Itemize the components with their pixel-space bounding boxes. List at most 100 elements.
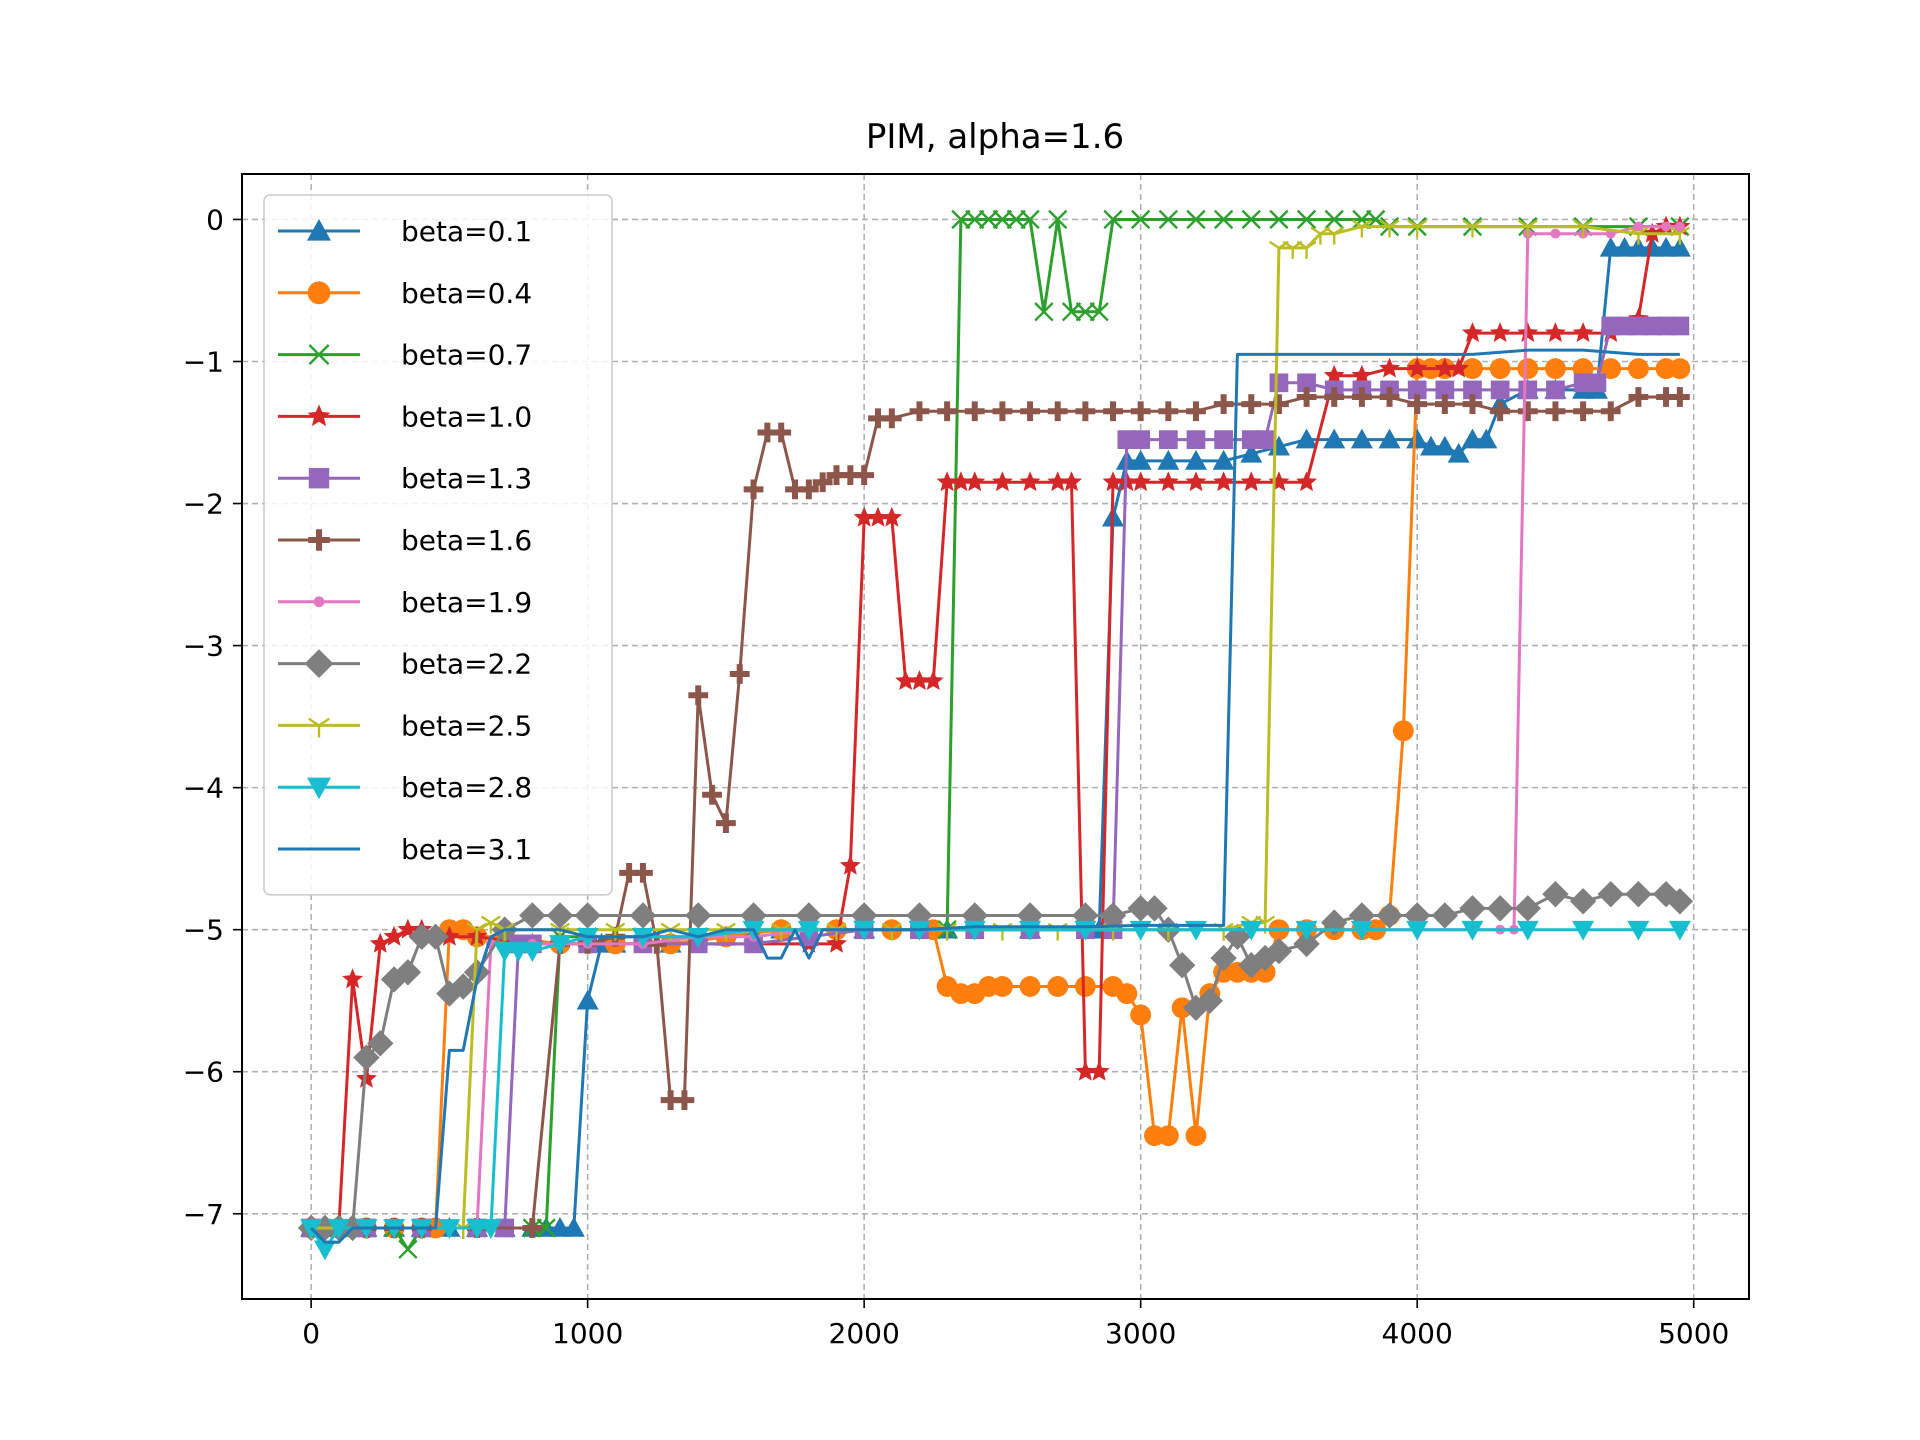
series-line bbox=[310, 348, 1680, 1244]
data-point-marker bbox=[1213, 394, 1234, 415]
data-point-marker bbox=[1545, 322, 1566, 342]
legend-label: beta=3.1 bbox=[401, 833, 532, 866]
x-tick-label: 1000 bbox=[552, 1317, 623, 1350]
data-point-marker bbox=[1048, 209, 1068, 230]
data-point-marker bbox=[1130, 1004, 1152, 1026]
data-point-marker bbox=[463, 959, 491, 986]
data-point-marker bbox=[1186, 209, 1206, 230]
data-point-marker bbox=[1376, 902, 1403, 929]
data-point-marker bbox=[507, 942, 530, 962]
data-point-marker bbox=[1448, 357, 1470, 378]
data-point-marker bbox=[1255, 915, 1276, 934]
data-point-marker bbox=[1324, 387, 1345, 407]
legend-item: beta=2.8 bbox=[278, 771, 532, 804]
data-point-marker bbox=[1129, 449, 1152, 470]
data-point-marker bbox=[307, 219, 331, 241]
data-point-marker bbox=[1435, 380, 1455, 400]
data-point-marker bbox=[991, 976, 1013, 997]
data-point-marker bbox=[1545, 401, 1566, 422]
data-point-marker bbox=[480, 915, 501, 934]
data-point-marker bbox=[964, 401, 985, 422]
data-point-marker bbox=[1625, 880, 1652, 908]
legend-item: beta=2.5 bbox=[278, 709, 532, 742]
data-point-marker bbox=[574, 902, 601, 929]
data-point-marker bbox=[1295, 920, 1318, 941]
data-point-marker bbox=[633, 862, 653, 883]
data-point-marker bbox=[1158, 401, 1179, 422]
data-point-marker bbox=[1674, 221, 1685, 232]
data-point-marker bbox=[521, 942, 544, 962]
data-point-marker bbox=[1102, 471, 1124, 492]
legend-item: beta=2.2 bbox=[278, 648, 532, 681]
data-point-marker bbox=[327, 1219, 350, 1239]
data-point-marker bbox=[1627, 358, 1649, 380]
legend-item: beta=1.9 bbox=[278, 586, 532, 619]
data-point-marker bbox=[1573, 219, 1594, 238]
data-point-marker bbox=[1516, 920, 1539, 941]
legend-item: beta=0.1 bbox=[278, 215, 532, 248]
data-point-marker bbox=[1627, 920, 1650, 941]
data-point-marker bbox=[729, 664, 750, 684]
data-point-marker bbox=[1462, 219, 1483, 238]
data-point-marker bbox=[1407, 219, 1428, 238]
data-point-marker bbox=[1350, 428, 1373, 449]
data-point-marker bbox=[522, 1218, 543, 1238]
data-point-marker bbox=[1406, 357, 1428, 378]
x-tick-label: 5000 bbox=[1658, 1317, 1729, 1350]
data-point-marker bbox=[1127, 895, 1154, 922]
data-point-marker bbox=[1379, 357, 1400, 378]
plot-frame bbox=[241, 173, 1750, 1300]
data-point-marker bbox=[1486, 895, 1514, 922]
series-beta=3.1 bbox=[310, 348, 1680, 1244]
data-point-marker bbox=[1514, 895, 1541, 922]
data-point-marker bbox=[1597, 880, 1624, 908]
data-point-marker bbox=[1130, 401, 1151, 422]
data-point-marker bbox=[881, 408, 902, 429]
data-point-marker bbox=[408, 923, 435, 950]
legend-label: beta=2.5 bbox=[401, 709, 532, 742]
data-point-marker bbox=[1613, 236, 1636, 257]
data-point-marker bbox=[1379, 387, 1400, 407]
data-point-marker bbox=[1489, 358, 1511, 380]
data-point-marker bbox=[853, 506, 875, 527]
legend-box bbox=[263, 194, 613, 896]
data-point-marker bbox=[1633, 221, 1644, 232]
y-tick-label: −6 bbox=[183, 1056, 224, 1089]
data-point-marker bbox=[964, 471, 986, 492]
data-point-marker bbox=[1669, 226, 1690, 245]
data-point-marker bbox=[1652, 880, 1680, 908]
data-point-marker bbox=[1296, 387, 1317, 407]
data-point-marker bbox=[1323, 364, 1345, 385]
data-point-marker bbox=[1379, 219, 1400, 238]
data-point-marker bbox=[1074, 976, 1096, 997]
data-point-marker bbox=[992, 401, 1013, 422]
data-point-marker bbox=[795, 902, 823, 929]
data-point-marker bbox=[1324, 226, 1345, 245]
y-tick-label: −5 bbox=[183, 914, 224, 947]
data-point-marker bbox=[1240, 920, 1263, 941]
data-point-marker bbox=[1462, 358, 1483, 380]
data-point-marker bbox=[1241, 209, 1261, 230]
data-point-marker bbox=[1669, 387, 1690, 407]
data-point-marker bbox=[992, 471, 1013, 492]
data-point-marker bbox=[1517, 322, 1539, 342]
data-point-marker bbox=[1185, 1125, 1207, 1147]
data-point-marker bbox=[951, 209, 971, 230]
data-point-marker bbox=[715, 813, 736, 834]
data-point-marker bbox=[1462, 322, 1483, 342]
data-point-marker bbox=[1168, 951, 1196, 979]
data-point-marker bbox=[1061, 471, 1082, 492]
data-point-marker bbox=[493, 942, 516, 962]
legend-item: beta=0.7 bbox=[278, 339, 532, 372]
data-point-marker bbox=[1255, 430, 1275, 449]
data-point-marker bbox=[562, 1216, 585, 1237]
legend-item: beta=1.3 bbox=[278, 462, 532, 495]
data-point-marker bbox=[1431, 902, 1459, 929]
legend-label: beta=2.8 bbox=[401, 771, 532, 804]
data-point-marker bbox=[1296, 240, 1317, 259]
data-point-marker bbox=[743, 479, 764, 500]
data-point-marker bbox=[950, 471, 972, 492]
data-point-marker bbox=[1407, 394, 1428, 415]
data-point-marker bbox=[1434, 357, 1456, 378]
data-point-marker bbox=[1241, 394, 1262, 415]
